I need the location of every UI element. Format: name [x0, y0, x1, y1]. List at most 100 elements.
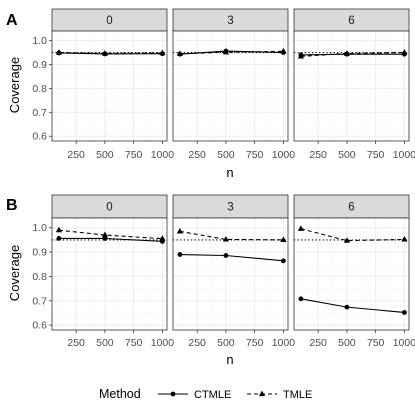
series-line-tmle [179, 230, 284, 241]
panel-border [51, 217, 168, 331]
facet-0: 0 250 500 750 1000 [51, 194, 175, 349]
facet-label: 0 [106, 15, 112, 27]
data-point-tmle [297, 52, 304, 59]
legend: Method CTMLE TMLE [99, 387, 312, 401]
x-tick-label: 750 [246, 149, 264, 161]
x-tick-label: 500 [217, 149, 235, 161]
panel-border [172, 217, 289, 331]
data-point-ctmle [223, 253, 229, 258]
x-tick-label: 750 [246, 337, 264, 349]
data-point-tmle [280, 47, 287, 54]
legend-label: TMLE [283, 389, 312, 401]
facet-label: 3 [227, 15, 233, 27]
y-tick-label: 0.7 [32, 295, 47, 307]
data-point-ctmle [56, 236, 62, 241]
x-tick-label: 250 [309, 337, 327, 349]
x-tick-label: 1000 [151, 149, 175, 161]
data-point-tmle [222, 48, 229, 55]
x-tick-label: 500 [338, 337, 356, 349]
facet-6: 6 250 500 750 1000 [293, 8, 415, 161]
series-line-tmle [179, 50, 284, 55]
data-point-tmle [101, 231, 108, 238]
facet-6: 6 250 500 750 1000 [293, 194, 415, 349]
panel-border [293, 217, 410, 331]
facet-0: 0 250 500 750 1000 [51, 8, 175, 161]
y-tick-label: 0.7 [32, 107, 47, 119]
data-point-tmle [401, 236, 408, 242]
data-point-tmle [222, 236, 229, 242]
panel-border [51, 30, 168, 142]
y-tick-label: 1.0 [32, 222, 47, 234]
data-point-tmle [401, 49, 408, 55]
panel-border [293, 30, 410, 142]
facet-label: 6 [348, 202, 354, 214]
y-tick-label: 1.0 [32, 35, 47, 47]
data-point-ctmle [281, 258, 286, 264]
panel-tag: A [6, 12, 18, 29]
data-point-tmle [343, 50, 350, 56]
data-point-tmle [159, 49, 166, 56]
x-tick-label: 1000 [393, 337, 415, 349]
panel-tag: B [6, 197, 18, 214]
y-tick-label: 0.6 [32, 131, 47, 143]
x-tick-label: 250 [67, 337, 85, 349]
y-axis-title: Coverage [7, 57, 22, 113]
x-axis-title: n [226, 165, 233, 180]
legend-key-marker [170, 391, 176, 397]
legend-key-marker [258, 390, 266, 397]
data-point-tmle [55, 49, 62, 55]
facet-3: 3 250 500 750 1000 [172, 8, 296, 161]
y-tick-label: 0.9 [32, 247, 47, 259]
facet-label: 0 [106, 202, 112, 214]
series-line-tmle [300, 228, 405, 242]
data-point-tmle [176, 50, 183, 56]
x-tick-label: 500 [96, 337, 114, 349]
data-point-tmle [55, 226, 62, 233]
data-point-tmle [176, 227, 183, 234]
series-line-tmle [58, 51, 163, 55]
facet-3: 3 250 500 750 1000 [172, 194, 296, 349]
legend-item-ctmle: CTMLE [158, 389, 231, 401]
data-point-ctmle [177, 252, 183, 257]
x-tick-label: 250 [67, 149, 85, 161]
x-tick-label: 250 [188, 337, 206, 349]
data-point-ctmle [344, 304, 350, 310]
data-point-tmle [343, 237, 350, 243]
y-axis-title: Coverage [7, 245, 22, 301]
data-point-tmle [297, 225, 304, 231]
x-tick-label: 750 [367, 337, 385, 349]
x-axis-title: n [226, 352, 233, 367]
x-tick-label: 1000 [272, 149, 296, 161]
series-line-tmle [58, 229, 163, 240]
panel-b: B Coverage 0.6 0.7 0.8 0.9 1.0 0 250 500 750 1000 3 2… [6, 194, 415, 367]
legend-item-tmle: TMLE [247, 389, 312, 401]
x-tick-label: 1000 [393, 149, 415, 161]
data-point-ctmle [102, 236, 108, 241]
x-tick-label: 750 [125, 337, 143, 349]
panel-border [172, 30, 289, 142]
data-point-tmle [101, 50, 108, 56]
y-tick-label: 0.9 [32, 59, 47, 71]
data-point-ctmle [402, 310, 407, 315]
y-tick-label: 0.8 [32, 83, 47, 95]
x-tick-label: 500 [96, 149, 114, 161]
series-line-tmle [300, 51, 405, 57]
x-tick-label: 250 [188, 149, 206, 161]
panel-a: A Coverage 0.6 0.7 0.8 0.9 1.0 0 250 500 750 1000 3 2… [6, 8, 415, 180]
x-tick-label: 750 [367, 149, 385, 161]
x-tick-label: 500 [217, 337, 235, 349]
x-tick-label: 500 [338, 149, 356, 161]
y-tick-label: 0.8 [32, 271, 47, 283]
x-tick-label: 250 [309, 149, 327, 161]
data-point-tmle [280, 236, 287, 243]
y-tick-label: 0.6 [32, 320, 47, 332]
facet-label: 3 [227, 202, 233, 214]
facet-label: 6 [348, 15, 354, 27]
x-tick-label: 1000 [272, 337, 296, 349]
data-point-ctmle [298, 296, 304, 302]
x-tick-label: 750 [125, 149, 143, 161]
legend-title: Method [99, 387, 141, 401]
data-point-tmle [159, 235, 166, 241]
x-tick-label: 1000 [151, 337, 175, 349]
